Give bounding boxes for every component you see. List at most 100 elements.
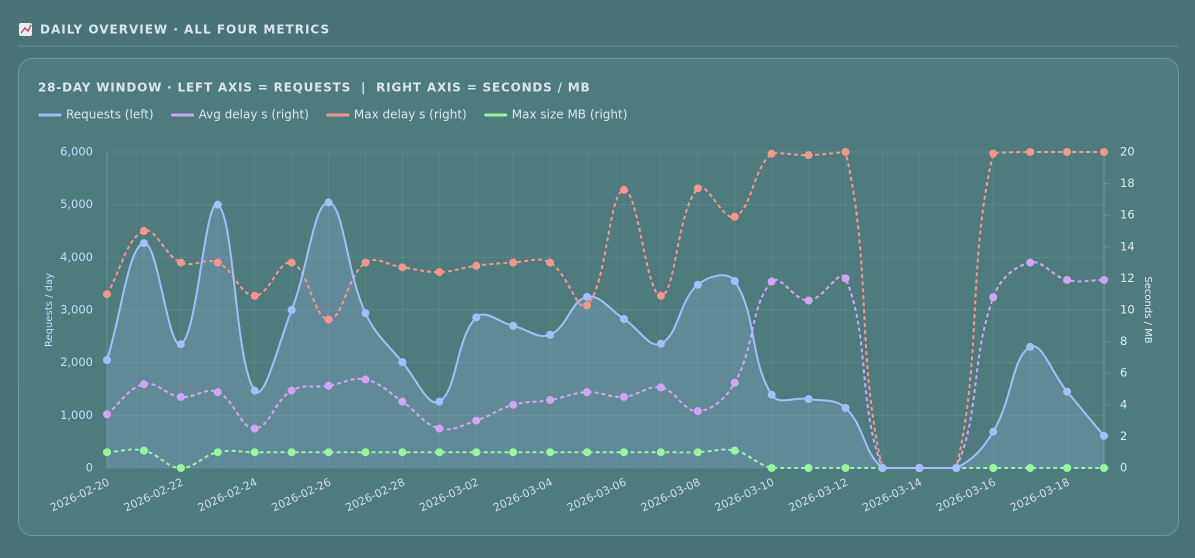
- point: [1100, 275, 1108, 284]
- point: [509, 258, 518, 267]
- point: [213, 448, 222, 457]
- point: [103, 410, 111, 419]
- point: [324, 315, 333, 324]
- y2-tick-label: 18: [1120, 176, 1135, 190]
- point: [139, 446, 148, 455]
- point: [952, 464, 961, 472]
- point: [656, 339, 665, 348]
- point: [103, 448, 111, 457]
- y-tick-label: 0: [86, 461, 93, 475]
- point: [841, 464, 850, 472]
- y2-tick-label: 16: [1120, 208, 1135, 222]
- point: [139, 227, 148, 235]
- point: [1063, 148, 1072, 156]
- y2-tick-label: 6: [1120, 366, 1127, 380]
- point: [1063, 464, 1072, 472]
- point: [509, 321, 518, 330]
- point: [139, 239, 148, 248]
- legend-label: Avg delay s (right): [199, 108, 309, 122]
- point: [103, 356, 111, 365]
- point: [1100, 464, 1108, 472]
- point: [250, 291, 259, 300]
- area: [107, 202, 1104, 468]
- point: [250, 448, 259, 457]
- point: [619, 392, 628, 401]
- point: [176, 258, 185, 267]
- y2-tick-label: 10: [1120, 303, 1135, 317]
- point: [324, 448, 333, 457]
- point: [435, 424, 444, 433]
- point: [583, 388, 592, 397]
- y-tick-label: 1,000: [60, 408, 93, 422]
- point: [213, 388, 222, 397]
- point: [361, 309, 370, 318]
- legend-item: Max delay s (right): [326, 108, 467, 122]
- point: [361, 258, 370, 267]
- y-tick-label: 2,000: [60, 355, 93, 369]
- point: [509, 448, 518, 457]
- point: [767, 277, 776, 286]
- point: [398, 263, 407, 272]
- point: [435, 448, 444, 457]
- point: [546, 258, 555, 267]
- point: [619, 314, 628, 323]
- point: [176, 340, 185, 349]
- point: [287, 386, 296, 395]
- y2-tick-label: 12: [1120, 271, 1135, 285]
- point: [287, 448, 296, 457]
- point: [989, 293, 998, 302]
- point: [583, 301, 592, 310]
- point: [546, 330, 555, 339]
- point: [509, 400, 518, 409]
- point: [693, 407, 702, 416]
- point: [841, 403, 850, 412]
- point: [915, 464, 924, 472]
- point: [546, 396, 555, 405]
- point: [878, 464, 887, 472]
- legend-label: Requests (left): [66, 108, 154, 122]
- point: [398, 358, 407, 367]
- chart-icon: [19, 23, 32, 36]
- point: [767, 390, 776, 399]
- y2-tick-label: 14: [1120, 239, 1135, 253]
- point: [693, 448, 702, 457]
- point: [435, 397, 444, 406]
- point: [693, 280, 702, 289]
- point: [324, 198, 333, 207]
- legend-label: Max delay s (right): [354, 108, 467, 122]
- point: [472, 448, 481, 457]
- section-title: DAILY OVERVIEW · ALL FOUR METRICS: [40, 23, 330, 37]
- point: [546, 448, 555, 457]
- point: [103, 290, 111, 299]
- point: [804, 296, 813, 305]
- point: [1026, 342, 1035, 351]
- point: [730, 277, 739, 286]
- point: [1100, 431, 1108, 440]
- y2-tick-label: 4: [1120, 397, 1127, 411]
- point: [804, 395, 813, 404]
- point: [176, 392, 185, 401]
- point: [287, 306, 296, 314]
- point: [804, 464, 813, 472]
- point: [213, 200, 222, 209]
- point: [250, 424, 259, 433]
- y-tick-label: 5,000: [60, 197, 93, 211]
- point: [435, 268, 444, 277]
- y2-tick-label: 8: [1120, 334, 1127, 348]
- point: [1026, 258, 1035, 267]
- point: [472, 313, 481, 322]
- legend-label: Max size MB (right): [512, 108, 628, 122]
- point: [656, 448, 665, 457]
- legend-item: Requests (left): [38, 108, 154, 122]
- card: [18, 58, 1179, 536]
- point: [693, 184, 702, 193]
- point: [767, 464, 776, 472]
- point: [619, 185, 628, 194]
- point: [583, 292, 592, 301]
- point: [841, 274, 850, 283]
- point: [1063, 387, 1072, 396]
- point: [361, 375, 370, 384]
- point: [1100, 148, 1108, 156]
- point: [139, 380, 148, 389]
